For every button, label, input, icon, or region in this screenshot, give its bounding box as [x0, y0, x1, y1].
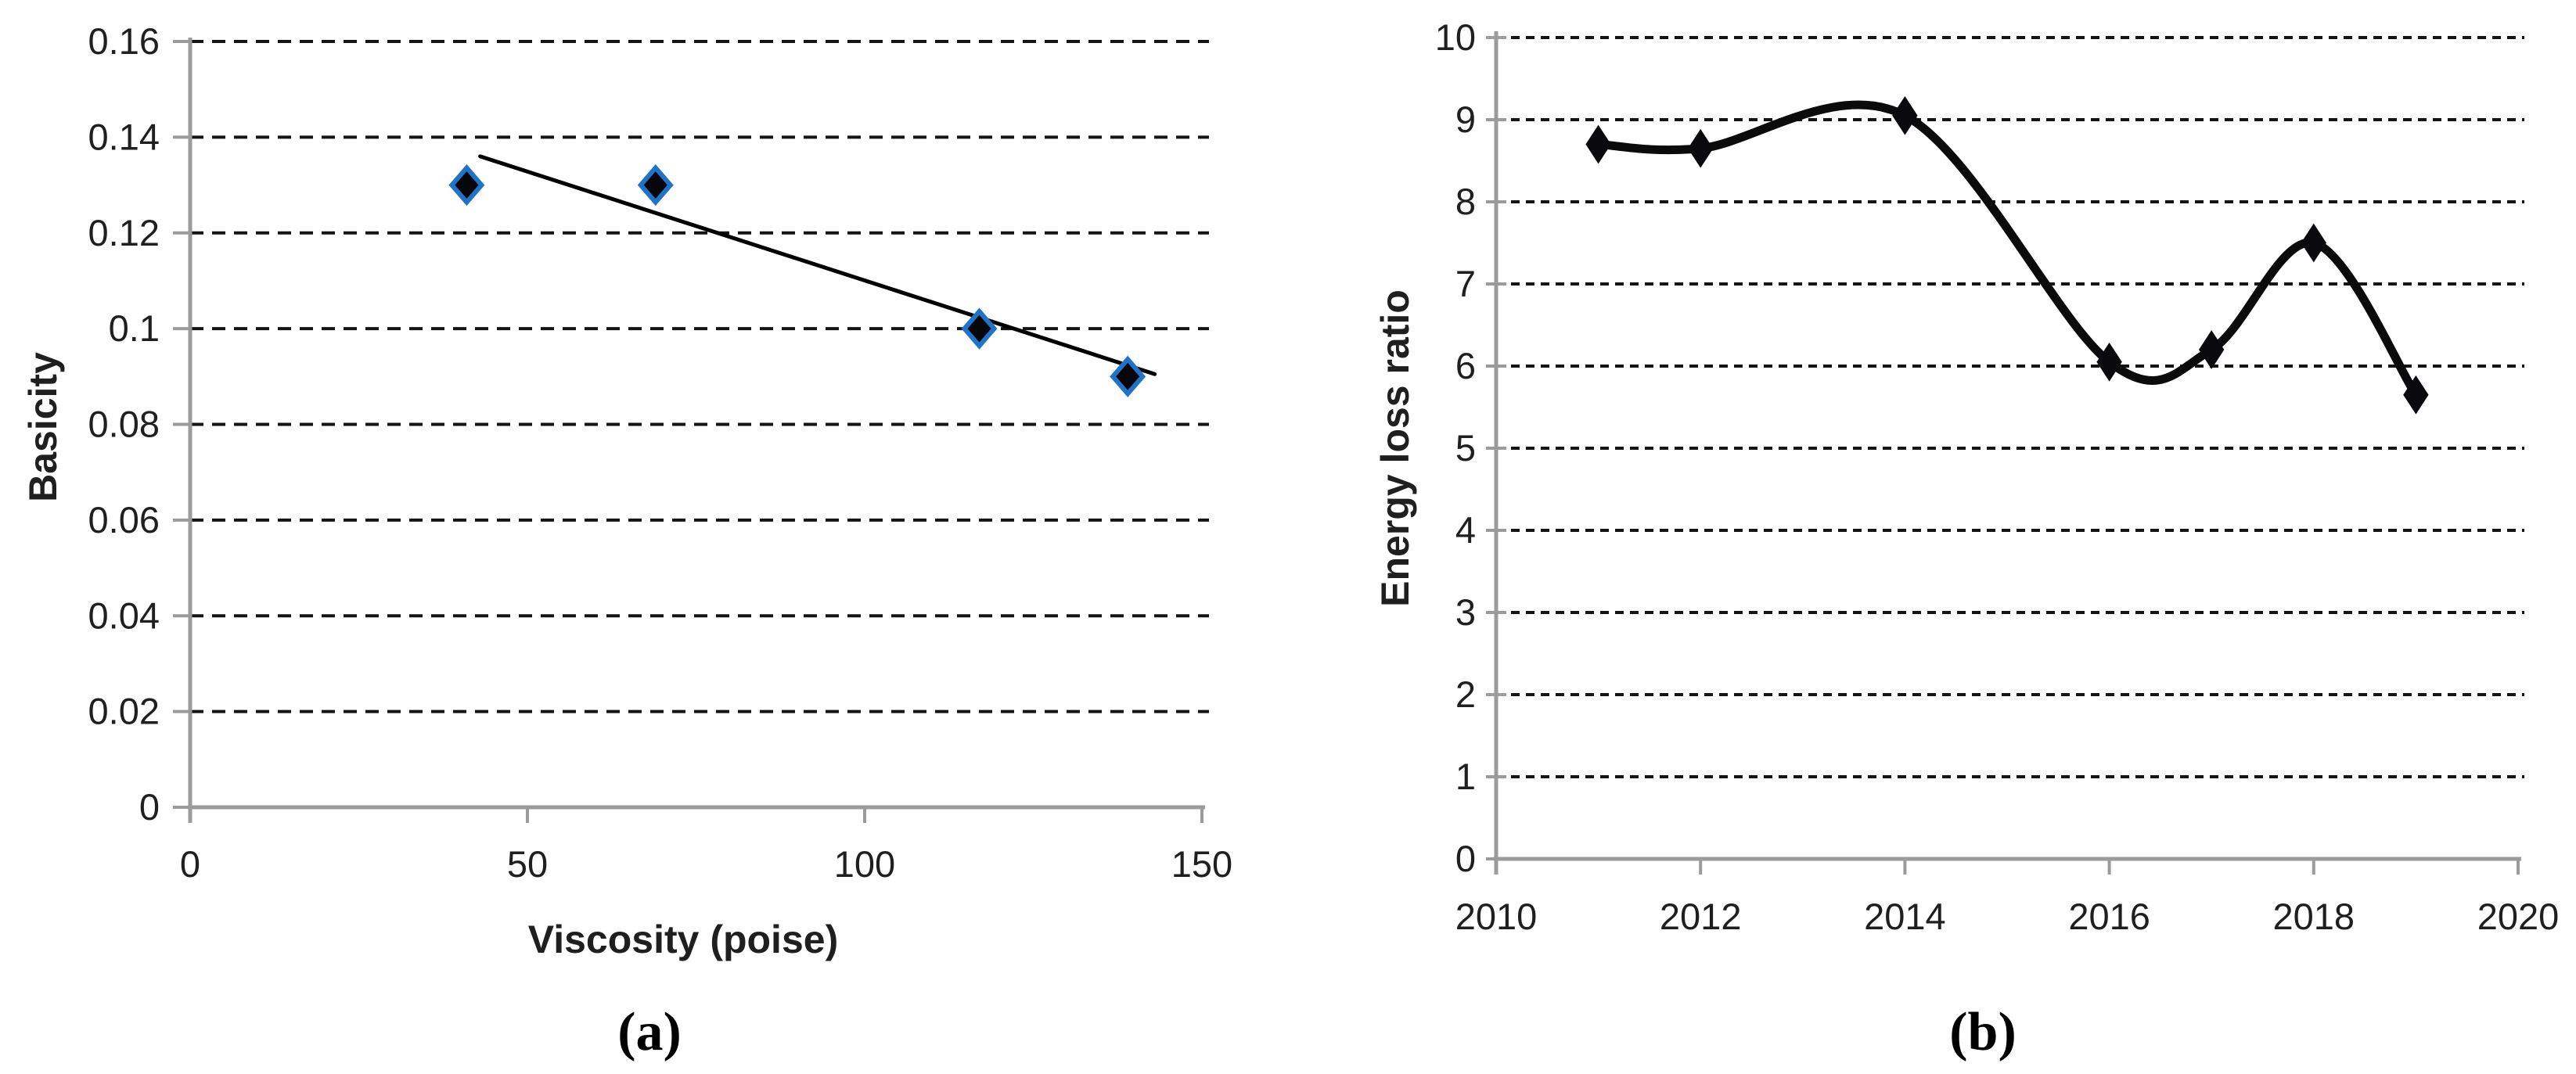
x-tick-label: 2014 [1864, 896, 1946, 937]
data-point-marker [448, 163, 485, 207]
y-tick-label: 0.02 [88, 691, 160, 732]
y-tick-label: 7 [1455, 263, 1476, 304]
data-point-marker [961, 307, 998, 350]
data-point-marker [1585, 124, 1611, 164]
y-tick-label: 0 [139, 786, 160, 828]
chart-b-y-axis-title: Energy loss ratio [1373, 289, 1417, 607]
x-tick-label: 100 [834, 843, 895, 885]
y-tick-label: 0.04 [88, 594, 160, 636]
data-point-marker [2199, 330, 2225, 369]
y-tick-label: 2 [1455, 673, 1476, 715]
x-tick-label: 2018 [2273, 896, 2355, 937]
x-tick-label: 2010 [1455, 896, 1538, 937]
chart-a-y-axis-title: Basicity [21, 352, 65, 502]
subfigure-label-a: (a) [617, 1002, 682, 1062]
subfigure-label-b: (b) [1949, 1002, 2017, 1062]
data-point-marker [1110, 355, 1146, 397]
y-tick-label: 0.06 [88, 499, 160, 541]
x-tick-label: 2012 [1660, 896, 1742, 937]
x-tick-label: 2020 [2477, 896, 2560, 937]
y-tick-label: 0.14 [88, 116, 160, 157]
chart-a-x-axis-title: Viscosity (poise) [528, 918, 838, 961]
x-tick-label: 0 [180, 843, 200, 885]
y-tick-label: 4 [1455, 509, 1476, 551]
y-tick-label: 9 [1455, 99, 1476, 140]
data-point-marker [637, 163, 674, 207]
chart-a-plot-area: 0 0.02 0.04 0.06 0.08 0.1 0.12 0.14 0.16 0 50 100 15… [88, 20, 1233, 885]
chart-a-scatter-plot: 0 0.02 0.04 0.06 0.08 0.1 0.12 0.14 0.16 0 50 100 15… [21, 20, 1232, 1062]
y-tick-label: 0.16 [88, 20, 160, 62]
x-tick-label: 150 [1171, 843, 1232, 885]
data-point-marker [2301, 223, 2326, 263]
y-tick-label: 10 [1435, 16, 1476, 58]
y-tick-label: 1 [1455, 756, 1476, 797]
chart-b-line-plot: 0 1 2 3 4 5 6 7 8 9 10 2010 2012 2014 2016 2018 2020 Ene… [1373, 16, 2559, 1062]
y-tick-label: 0.12 [88, 212, 160, 253]
y-tick-label: 6 [1455, 345, 1476, 386]
y-tick-label: 0 [1455, 838, 1476, 879]
y-tick-label: 0.1 [109, 307, 160, 349]
y-tick-label: 3 [1455, 591, 1476, 633]
data-point-marker [1892, 95, 1918, 135]
data-point-marker [2096, 342, 2122, 382]
x-tick-label: 50 [507, 843, 548, 885]
y-tick-label: 5 [1455, 427, 1476, 469]
y-tick-label: 8 [1455, 181, 1476, 222]
series-line [1594, 100, 2420, 400]
trend-line [478, 154, 1157, 376]
chart-b-plot-area: 0 1 2 3 4 5 6 7 8 9 10 2010 2012 2014 2016 2018 2020 [1435, 16, 2560, 937]
data-point-marker [2403, 375, 2429, 415]
y-tick-label: 0.08 [88, 404, 160, 445]
data-point-marker [1688, 128, 1714, 168]
x-tick-label: 2016 [2068, 896, 2150, 937]
